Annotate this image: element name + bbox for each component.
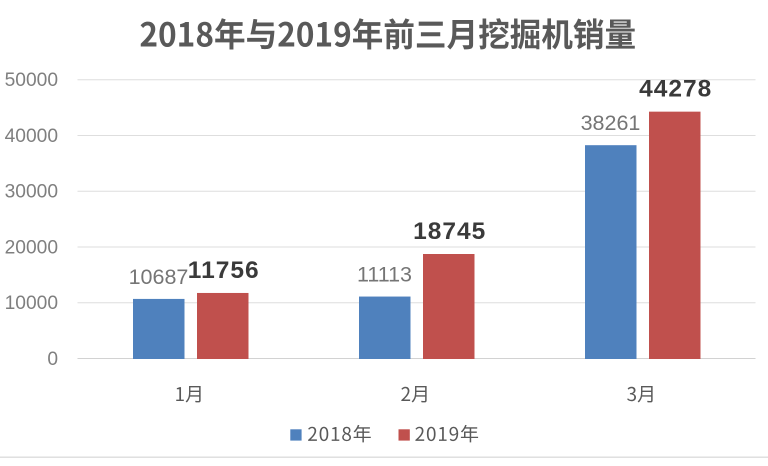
- svg-text:20000: 20000: [5, 237, 58, 258]
- svg-text:40000: 40000: [5, 126, 58, 147]
- svg-text:38261: 38261: [581, 111, 641, 135]
- svg-text:18745: 18745: [413, 218, 486, 245]
- svg-text:30000: 30000: [5, 182, 58, 203]
- svg-text:11113: 11113: [357, 263, 412, 287]
- svg-text:11756: 11756: [188, 257, 260, 284]
- svg-text:10687: 10687: [129, 265, 189, 289]
- svg-text:10000: 10000: [5, 293, 58, 314]
- svg-text:44278: 44278: [639, 76, 712, 103]
- svg-text:50000: 50000: [5, 70, 58, 91]
- svg-text:0: 0: [47, 349, 58, 370]
